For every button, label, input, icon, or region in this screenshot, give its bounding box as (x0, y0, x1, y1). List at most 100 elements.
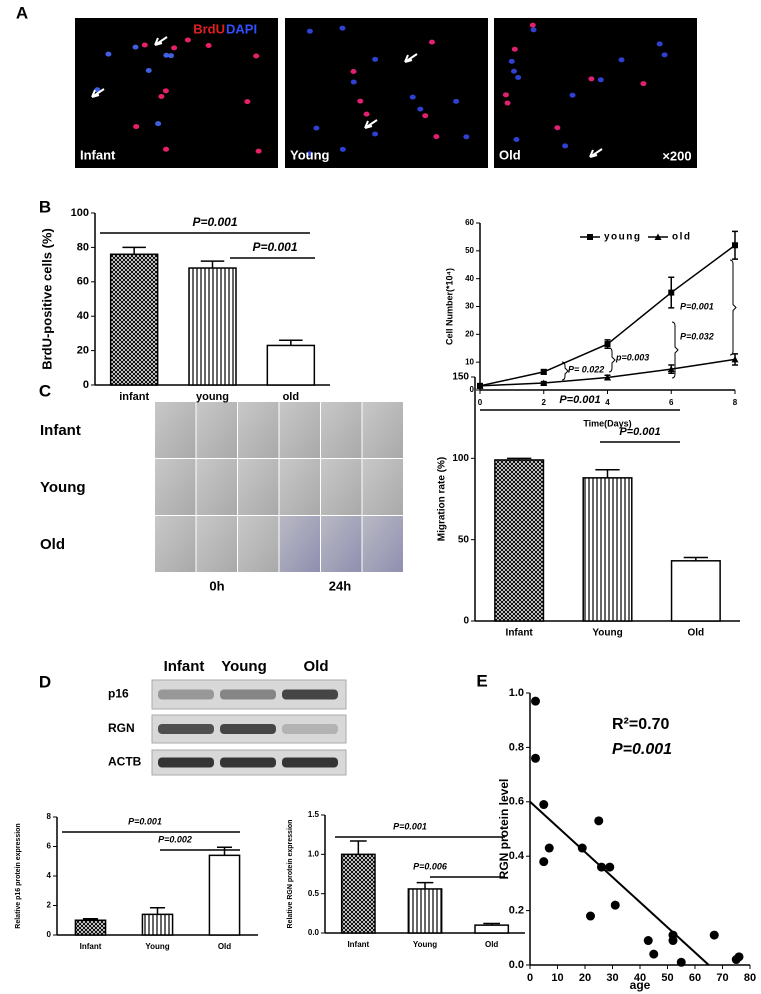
x-tick-label: young (196, 391, 229, 403)
y-axis-label: RGN protein level (497, 779, 511, 880)
point (643, 936, 653, 946)
nucleus (105, 51, 112, 57)
point (586, 911, 595, 921)
nucleus (554, 125, 561, 131)
nucleus (94, 87, 101, 93)
stain-label: BrdU (193, 21, 225, 36)
y-tick-label: 0.6 (509, 796, 524, 808)
nucleus (363, 111, 370, 117)
point (539, 857, 549, 867)
nucleus (253, 53, 260, 59)
error-bar (82, 918, 99, 921)
nucleus (163, 52, 170, 58)
migration-image (321, 516, 362, 572)
migration-image (155, 459, 196, 515)
x-tick-label: 40 (634, 972, 646, 984)
marker (476, 382, 484, 389)
bar (407, 888, 443, 934)
x-tick-label: Old (687, 628, 704, 639)
nucleus (428, 39, 435, 45)
blot-band (158, 724, 214, 734)
nucleus (618, 57, 625, 63)
error-bar (416, 881, 434, 889)
micrograph (285, 18, 488, 168)
x-tick-label: old (283, 391, 300, 403)
point (734, 952, 744, 962)
point (709, 930, 719, 940)
blot-column-label: Young (221, 658, 267, 675)
blot-band (220, 757, 276, 768)
nucleus (562, 143, 569, 149)
y-tick-label: 0.2 (509, 905, 524, 917)
bar (74, 919, 107, 936)
nucleus (640, 81, 647, 87)
nucleus (569, 92, 576, 98)
y-tick-label: 0 (83, 379, 89, 391)
nucleus (306, 28, 313, 34)
y-axis-label: Cell Number(*10⁴) (444, 268, 454, 345)
blot-row-label: p16 (108, 687, 129, 701)
blot-band (282, 689, 338, 700)
nucleus (255, 148, 262, 154)
x-tick-label: 60 (689, 972, 701, 984)
error-bar (350, 840, 367, 855)
nucleus (158, 94, 165, 100)
nucleus (515, 74, 522, 80)
line (479, 358, 736, 387)
p-value: P=0.001 (393, 821, 427, 831)
y-tick-label: 1.5 (308, 810, 320, 819)
blot-band (220, 724, 276, 734)
nucleus (306, 151, 313, 157)
nucleus (463, 134, 470, 140)
migration-image (238, 516, 279, 572)
nucleus (422, 113, 429, 119)
migration-image (196, 459, 237, 515)
x-tick-label: 10 (551, 972, 563, 984)
y-tick-label: 80 (77, 241, 89, 253)
x-tick-label: 30 (606, 972, 618, 984)
p-value: p=0.003 (615, 352, 649, 362)
nucleus (529, 22, 536, 28)
y-tick-label: 0 (47, 930, 52, 939)
x-tick-label: Old (485, 940, 498, 949)
arrow (364, 119, 378, 129)
nucleus (145, 68, 152, 74)
migration-image (321, 459, 362, 515)
arrow (154, 36, 168, 46)
marker (604, 341, 611, 348)
nucleus (511, 46, 518, 52)
y-tick-label: 0.8 (509, 741, 524, 753)
migration-image (279, 402, 320, 458)
point (531, 753, 540, 763)
nucleus (597, 77, 604, 83)
bracket (608, 347, 616, 373)
point (649, 949, 659, 959)
error-bar (216, 846, 233, 856)
y-axis-label: Relative RGN protein expression (287, 820, 294, 929)
row-label: Old (40, 536, 65, 553)
p-value: P=0.001 (559, 394, 600, 406)
micrograph (494, 18, 697, 168)
stain-label: DAPI (226, 21, 257, 36)
marker (540, 368, 547, 375)
y-tick-label: 8 (47, 812, 52, 821)
error-bar (683, 556, 708, 561)
nucleus (510, 68, 517, 74)
y-tick-label: 30 (465, 302, 474, 311)
point (668, 936, 678, 946)
y-tick-label: 50 (465, 246, 474, 255)
r-squared: R²=0.70 (612, 716, 669, 733)
panel-letter: B (39, 197, 51, 216)
y-tick-label: 60 (77, 276, 89, 288)
nucleus (339, 25, 346, 31)
panel-letter: C (39, 381, 51, 400)
y-tick-label: 6 (47, 842, 52, 851)
y-tick-label: 0.0 (509, 959, 524, 971)
migration-image (238, 459, 279, 515)
point (539, 800, 549, 810)
nucleus (244, 99, 251, 105)
x-axis-label: Time(Days) (583, 418, 631, 428)
arrow (589, 148, 603, 158)
nucleus (171, 45, 178, 51)
